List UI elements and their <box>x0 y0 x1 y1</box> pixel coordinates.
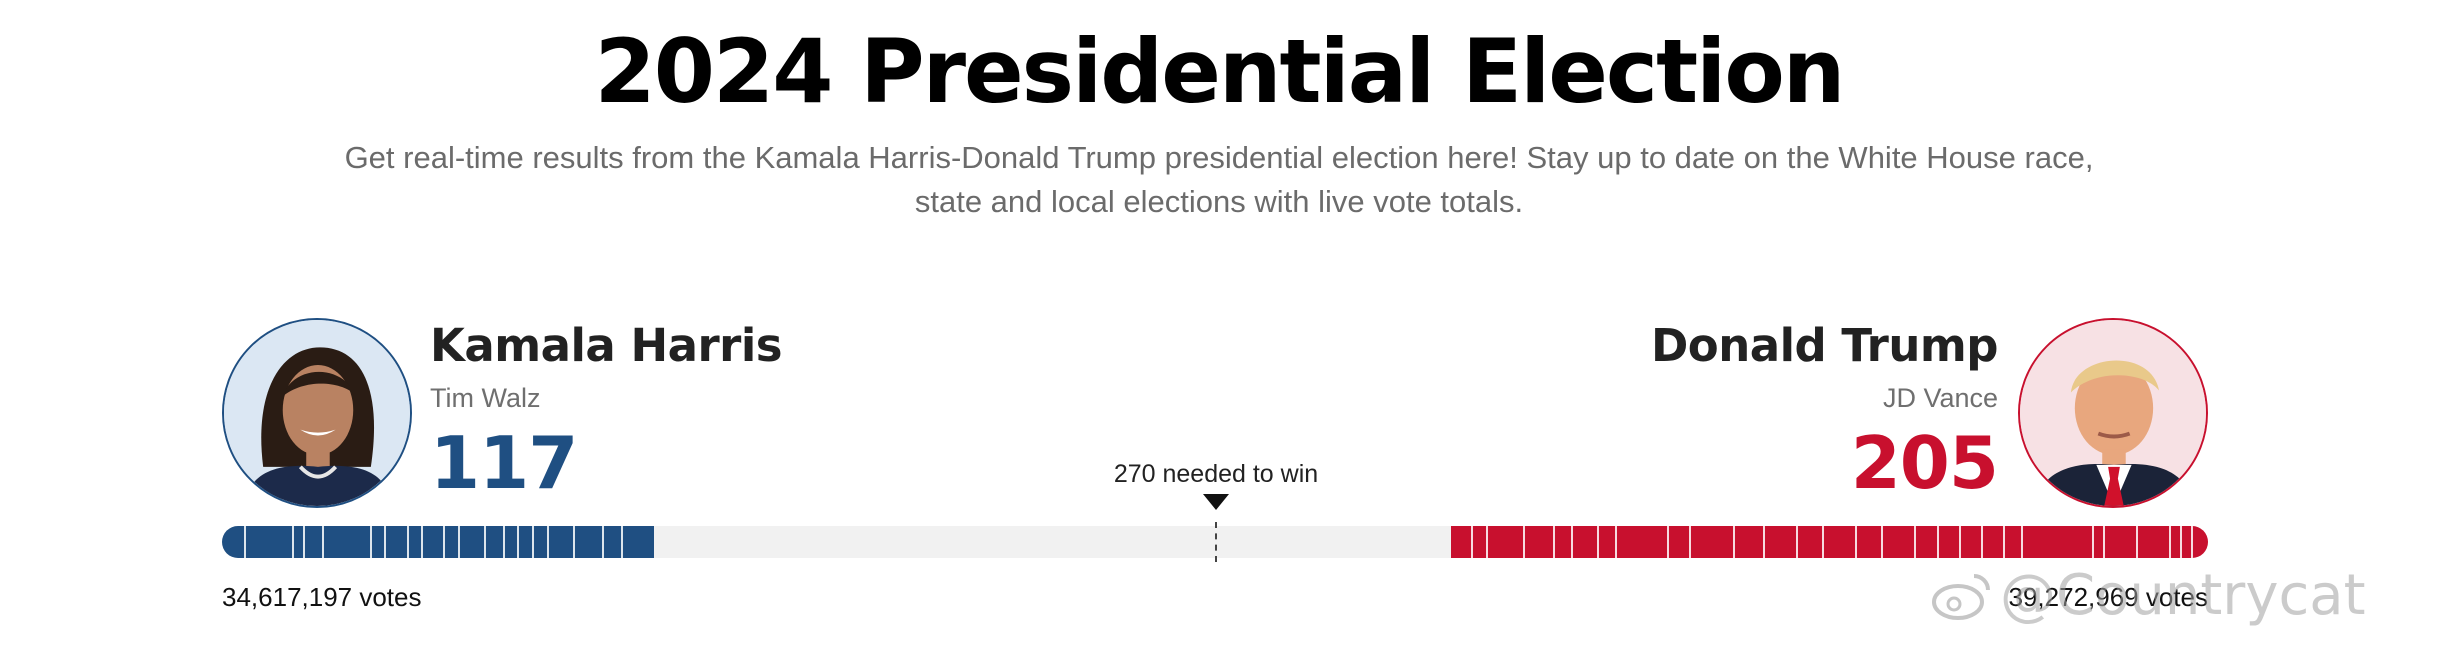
trump-state-divider <box>1553 526 1555 558</box>
harris-state-divider <box>244 526 246 558</box>
trump-state-divider <box>2021 526 2023 558</box>
trump-state-divider <box>1881 526 1883 558</box>
harris-name[interactable]: Kamala Harris <box>430 319 783 372</box>
trump-state-divider <box>2003 526 2005 558</box>
trump-state-divider <box>1471 526 1473 558</box>
trump-bar-segment[interactable] <box>1451 526 2208 558</box>
trump-popular-votes: 39,272,969 votes <box>2008 582 2209 612</box>
subtitle-line-2: state and local elections with live vote… <box>914 184 1524 219</box>
donald-trump-portrait-icon <box>2020 320 2206 506</box>
harris-state-divider <box>517 526 519 558</box>
watermark-text: @Countrycat <box>2000 562 2366 628</box>
trump-avatar[interactable] <box>2018 318 2208 508</box>
harris-state-divider <box>621 526 623 558</box>
trump-state-divider <box>1937 526 1939 558</box>
harris-state-divider <box>602 526 604 558</box>
kamala-harris-portrait-icon <box>224 320 410 506</box>
harris-state-divider <box>292 526 294 558</box>
page-title: 2024 Presidential Election <box>594 20 1846 123</box>
trump-state-divider <box>1959 526 1961 558</box>
trump-state-divider <box>1615 526 1617 558</box>
harris-state-divider <box>303 526 305 558</box>
trump-state-divider <box>1667 526 1669 558</box>
trump-state-divider <box>1855 526 1857 558</box>
trump-state-divider <box>2180 526 2182 558</box>
harris-avatar[interactable] <box>222 318 412 508</box>
trump-state-divider <box>2169 526 2171 558</box>
trump-state-divider <box>1689 526 1691 558</box>
needed-to-win-line <box>1215 522 1217 562</box>
harris-popular-votes: 34,617,197 votes <box>222 582 422 612</box>
harris-state-divider <box>503 526 505 558</box>
trump-state-divider <box>1822 526 1824 558</box>
trump-state-divider <box>1914 526 1916 558</box>
trump-state-divider <box>1796 526 1798 558</box>
watermark: @Countrycat <box>1930 560 2366 630</box>
trump-state-divider <box>2136 526 2138 558</box>
harris-state-divider <box>384 526 386 558</box>
trump-state-divider <box>1733 526 1735 558</box>
harris-state-divider <box>547 526 549 558</box>
harris-state-divider <box>407 526 409 558</box>
harris-running-mate: Tim Walz <box>430 383 541 413</box>
trump-state-divider <box>1763 526 1765 558</box>
harris-state-divider <box>443 526 445 558</box>
page-subtitle: Get real-time results from the Kamala Ha… <box>300 136 2138 224</box>
harris-state-divider <box>370 526 372 558</box>
trump-state-divider <box>1486 526 1488 558</box>
trump-state-divider <box>2191 526 2193 558</box>
trump-name[interactable]: Donald Trump <box>1650 319 1999 372</box>
harris-bar-segment[interactable] <box>222 526 654 558</box>
harris-state-divider <box>458 526 460 558</box>
needed-to-win-label: 270 needed to win <box>1113 460 1319 488</box>
trump-state-divider <box>1981 526 1983 558</box>
harris-state-divider <box>421 526 423 558</box>
trump-state-divider <box>1571 526 1573 558</box>
weibo-logo-icon <box>1932 574 1990 620</box>
trump-state-divider <box>2103 526 2105 558</box>
harris-electoral-votes: 117 <box>430 421 578 505</box>
harris-state-divider <box>484 526 486 558</box>
trump-running-mate: JD Vance <box>1882 383 1998 413</box>
harris-state-divider <box>322 526 324 558</box>
harris-state-divider <box>573 526 575 558</box>
trump-electoral-votes: 205 <box>1850 421 1999 505</box>
subtitle-line-1: Get real-time results from the Kamala Ha… <box>344 140 2094 175</box>
trump-state-divider <box>1597 526 1599 558</box>
needed-to-win-arrow-icon <box>1203 494 1229 510</box>
trump-state-divider <box>1523 526 1525 558</box>
trump-state-divider <box>2092 526 2094 558</box>
harris-state-divider <box>532 526 534 558</box>
